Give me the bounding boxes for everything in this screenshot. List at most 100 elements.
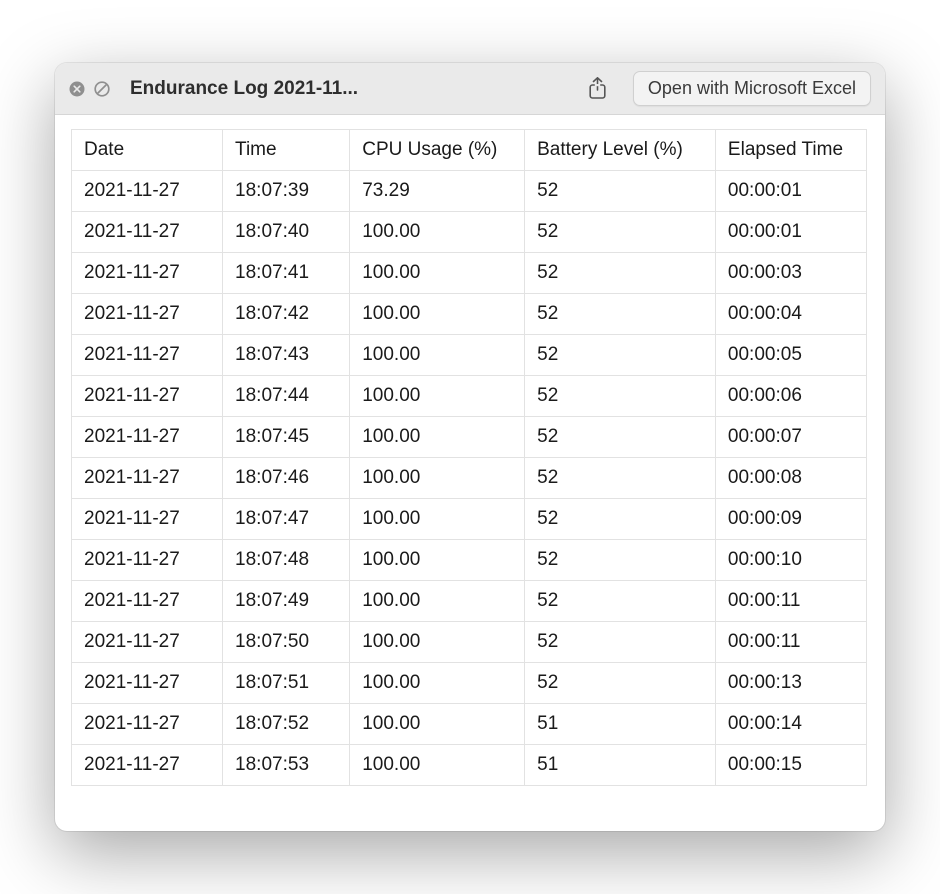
table-cell: 100.00 bbox=[350, 294, 525, 335]
table-cell: 00:00:09 bbox=[715, 499, 866, 540]
table-row: 2021-11-2718:07:42100.005200:00:04 bbox=[72, 294, 867, 335]
table-cell: 00:00:01 bbox=[715, 171, 866, 212]
col-header-elapsed: Elapsed Time bbox=[715, 130, 866, 171]
table-cell: 00:00:08 bbox=[715, 458, 866, 499]
table-row: 2021-11-2718:07:43100.005200:00:05 bbox=[72, 335, 867, 376]
table-cell: 18:07:51 bbox=[223, 663, 350, 704]
table-row: 2021-11-2718:07:47100.005200:00:09 bbox=[72, 499, 867, 540]
table-cell: 2021-11-27 bbox=[72, 376, 223, 417]
table-cell: 2021-11-27 bbox=[72, 253, 223, 294]
window-controls bbox=[69, 81, 110, 97]
table-cell: 18:07:49 bbox=[223, 581, 350, 622]
table-cell: 2021-11-27 bbox=[72, 745, 223, 786]
table-cell: 52 bbox=[525, 294, 716, 335]
open-with-button[interactable]: Open with Microsoft Excel bbox=[633, 71, 871, 106]
table-cell: 18:07:40 bbox=[223, 212, 350, 253]
table-row: 2021-11-2718:07:53100.005100:00:15 bbox=[72, 745, 867, 786]
table-row: 2021-11-2718:07:41100.005200:00:03 bbox=[72, 253, 867, 294]
table-row: 2021-11-2718:07:48100.005200:00:10 bbox=[72, 540, 867, 581]
table-row: 2021-11-2718:07:52100.005100:00:14 bbox=[72, 704, 867, 745]
col-header-cpu: CPU Usage (%) bbox=[350, 130, 525, 171]
table-cell: 100.00 bbox=[350, 745, 525, 786]
table-cell: 52 bbox=[525, 335, 716, 376]
table-cell: 2021-11-27 bbox=[72, 704, 223, 745]
table-cell: 00:00:01 bbox=[715, 212, 866, 253]
col-header-battery: Battery Level (%) bbox=[525, 130, 716, 171]
table-cell: 100.00 bbox=[350, 376, 525, 417]
window-title: Endurance Log 2021-11... bbox=[130, 78, 358, 100]
table-cell: 2021-11-27 bbox=[72, 458, 223, 499]
table-cell: 00:00:11 bbox=[715, 581, 866, 622]
table-cell: 00:00:04 bbox=[715, 294, 866, 335]
table-cell: 00:00:15 bbox=[715, 745, 866, 786]
table-cell: 18:07:44 bbox=[223, 376, 350, 417]
table-cell: 18:07:47 bbox=[223, 499, 350, 540]
table-cell: 52 bbox=[525, 171, 716, 212]
quicklook-window: Endurance Log 2021-11... Open with Micro… bbox=[55, 63, 885, 831]
titlebar: Endurance Log 2021-11... Open with Micro… bbox=[55, 63, 885, 115]
table-row: 2021-11-2718:07:44100.005200:00:06 bbox=[72, 376, 867, 417]
table-cell: 00:00:05 bbox=[715, 335, 866, 376]
table-cell: 52 bbox=[525, 417, 716, 458]
table-row: 2021-11-2718:07:46100.005200:00:08 bbox=[72, 458, 867, 499]
table-cell: 2021-11-27 bbox=[72, 417, 223, 458]
table-cell: 00:00:07 bbox=[715, 417, 866, 458]
table-row: 2021-11-2718:07:45100.005200:00:07 bbox=[72, 417, 867, 458]
table-cell: 18:07:39 bbox=[223, 171, 350, 212]
table-cell: 100.00 bbox=[350, 663, 525, 704]
table-cell: 52 bbox=[525, 663, 716, 704]
table-cell: 52 bbox=[525, 253, 716, 294]
table-cell: 18:07:53 bbox=[223, 745, 350, 786]
table-cell: 52 bbox=[525, 376, 716, 417]
table-cell: 100.00 bbox=[350, 253, 525, 294]
share-icon bbox=[588, 77, 607, 100]
table-cell: 100.00 bbox=[350, 335, 525, 376]
table-cell: 100.00 bbox=[350, 458, 525, 499]
table-row: 2021-11-2718:07:49100.005200:00:11 bbox=[72, 581, 867, 622]
table-cell: 18:07:43 bbox=[223, 335, 350, 376]
share-button[interactable] bbox=[581, 72, 615, 106]
table-cell: 00:00:13 bbox=[715, 663, 866, 704]
table-header-row: Date Time CPU Usage (%) Battery Level (%… bbox=[72, 130, 867, 171]
table-cell: 52 bbox=[525, 540, 716, 581]
table-cell: 18:07:52 bbox=[223, 704, 350, 745]
table-row: 2021-11-2718:07:40100.005200:00:01 bbox=[72, 212, 867, 253]
table-cell: 100.00 bbox=[350, 499, 525, 540]
table-cell: 18:07:45 bbox=[223, 417, 350, 458]
close-icon[interactable] bbox=[69, 81, 85, 97]
table-cell: 100.00 bbox=[350, 212, 525, 253]
disabled-control-icon bbox=[94, 81, 110, 97]
table-cell: 52 bbox=[525, 622, 716, 663]
table-cell: 2021-11-27 bbox=[72, 581, 223, 622]
table-cell: 2021-11-27 bbox=[72, 294, 223, 335]
table-row: 2021-11-2718:07:50100.005200:00:11 bbox=[72, 622, 867, 663]
table-cell: 51 bbox=[525, 704, 716, 745]
table-cell: 18:07:50 bbox=[223, 622, 350, 663]
table-cell: 18:07:42 bbox=[223, 294, 350, 335]
data-table: Date Time CPU Usage (%) Battery Level (%… bbox=[71, 129, 867, 786]
table-cell: 00:00:11 bbox=[715, 622, 866, 663]
table-cell: 18:07:41 bbox=[223, 253, 350, 294]
table-cell: 2021-11-27 bbox=[72, 540, 223, 581]
content-area: Date Time CPU Usage (%) Battery Level (%… bbox=[55, 115, 885, 831]
table-cell: 100.00 bbox=[350, 581, 525, 622]
table-cell: 2021-11-27 bbox=[72, 171, 223, 212]
table-row: 2021-11-2718:07:3973.295200:00:01 bbox=[72, 171, 867, 212]
table-cell: 2021-11-27 bbox=[72, 212, 223, 253]
table-cell: 100.00 bbox=[350, 704, 525, 745]
table-cell: 100.00 bbox=[350, 622, 525, 663]
table-cell: 2021-11-27 bbox=[72, 622, 223, 663]
table-cell: 00:00:10 bbox=[715, 540, 866, 581]
table-cell: 00:00:03 bbox=[715, 253, 866, 294]
table-cell: 2021-11-27 bbox=[72, 335, 223, 376]
table-scroll[interactable]: Date Time CPU Usage (%) Battery Level (%… bbox=[55, 115, 885, 831]
table-cell: 00:00:06 bbox=[715, 376, 866, 417]
table-cell: 18:07:48 bbox=[223, 540, 350, 581]
col-header-time: Time bbox=[223, 130, 350, 171]
table-cell: 52 bbox=[525, 499, 716, 540]
table-cell: 18:07:46 bbox=[223, 458, 350, 499]
table-body: 2021-11-2718:07:3973.295200:00:012021-11… bbox=[72, 171, 867, 786]
table-cell: 51 bbox=[525, 745, 716, 786]
table-cell: 52 bbox=[525, 212, 716, 253]
table-cell: 2021-11-27 bbox=[72, 663, 223, 704]
